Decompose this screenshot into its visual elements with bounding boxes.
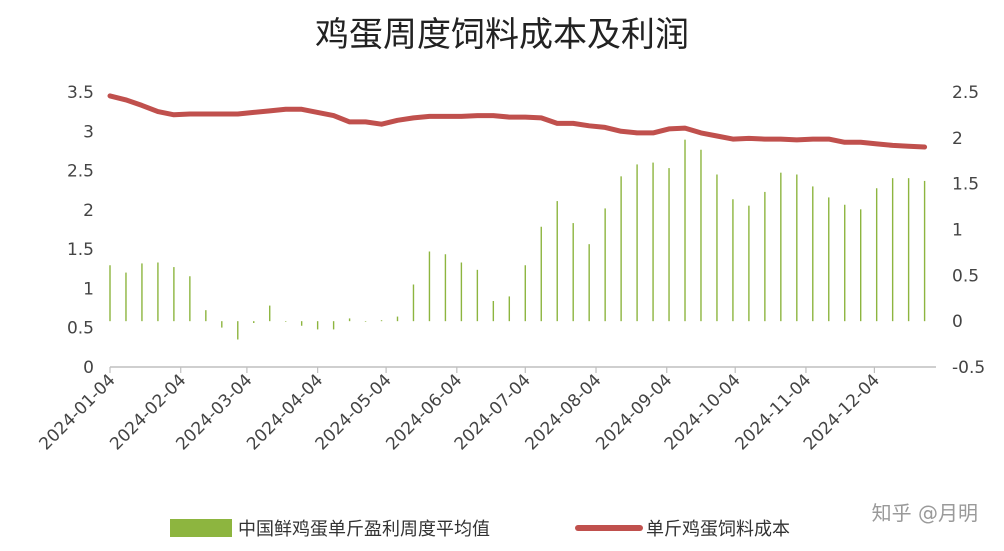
bar <box>253 321 255 323</box>
legend-label-bar: 中国鲜鸡蛋单斤盈利周度平均值 <box>238 519 490 540</box>
bar <box>732 199 734 322</box>
bar <box>380 320 383 322</box>
right-tick-label: 2 <box>952 129 963 149</box>
bar <box>492 301 495 322</box>
bar <box>891 178 894 322</box>
bar <box>796 174 798 322</box>
bar <box>620 176 622 322</box>
bar <box>844 204 846 322</box>
left-tick-label: 2.5 <box>67 162 94 182</box>
line-series <box>107 93 928 150</box>
bar <box>173 267 175 322</box>
bar <box>860 209 862 322</box>
left-tick-label: 0 <box>83 358 94 378</box>
bar <box>540 226 542 322</box>
bar <box>748 205 750 322</box>
bar <box>205 310 207 322</box>
left-axis-ticks: 0 0.5 1 1.5 2 2.5 3 3.5 <box>67 83 94 378</box>
bar <box>332 321 335 330</box>
bar <box>316 321 319 330</box>
bar <box>604 208 606 322</box>
bar <box>923 180 926 322</box>
bar <box>875 188 878 322</box>
bar <box>364 321 367 322</box>
bar <box>636 164 638 322</box>
bar <box>684 139 686 322</box>
bar <box>668 168 670 322</box>
right-axis-ticks: -0.5 0 0.5 1 1.5 2 2.5 <box>952 83 985 378</box>
bar <box>189 276 191 322</box>
bar <box>812 186 814 322</box>
bar <box>652 162 654 322</box>
x-axis-ticks: 2024-01-042024-02-042024-03-042024-04-04… <box>36 367 884 454</box>
bar <box>237 321 239 340</box>
legend-swatch-bar <box>170 519 232 537</box>
bar <box>284 321 287 322</box>
chart-title: 鸡蛋周度饲料成本及利润 <box>315 15 689 55</box>
bar <box>572 223 574 322</box>
legend-label-line: 单斤鸡蛋饲料成本 <box>646 519 790 540</box>
bar <box>460 262 463 322</box>
bar <box>700 149 702 322</box>
bar <box>780 172 782 322</box>
bar <box>348 318 351 322</box>
left-tick-label: 1.5 <box>67 240 94 260</box>
bar <box>524 265 526 322</box>
right-tick-label: 2.5 <box>952 83 979 103</box>
bar <box>444 254 447 322</box>
bar <box>907 178 910 322</box>
bar <box>764 191 766 322</box>
watermark: 知乎 @月明 <box>872 501 978 525</box>
bar <box>269 305 271 322</box>
bar <box>588 244 590 322</box>
right-tick-label: 1.5 <box>952 175 979 195</box>
left-tick-label: 1 <box>83 279 94 299</box>
bar <box>109 265 111 322</box>
left-tick-label: 0.5 <box>67 319 94 339</box>
bar <box>716 174 718 322</box>
bar <box>428 251 431 322</box>
bar <box>221 321 223 328</box>
bar <box>300 321 303 326</box>
bar <box>412 284 415 322</box>
bar <box>125 272 127 322</box>
bar <box>476 269 479 322</box>
bar <box>828 197 830 322</box>
bar-series <box>109 139 926 340</box>
bar <box>141 263 143 322</box>
left-tick-label: 3 <box>83 122 94 142</box>
bar <box>556 201 558 322</box>
left-tick-label: 2 <box>83 201 94 221</box>
series-line <box>107 93 928 150</box>
right-tick-label: 0 <box>952 312 963 332</box>
right-tick-label: -0.5 <box>952 358 985 378</box>
legend: 中国鲜鸡蛋单斤盈利周度平均值 单斤鸡蛋饲料成本 <box>170 519 790 540</box>
left-tick-label: 3.5 <box>67 83 94 103</box>
right-tick-label: 0.5 <box>952 266 979 286</box>
bar <box>157 262 159 322</box>
bar <box>396 316 399 322</box>
bar <box>508 296 511 322</box>
right-tick-label: 1 <box>952 221 963 241</box>
